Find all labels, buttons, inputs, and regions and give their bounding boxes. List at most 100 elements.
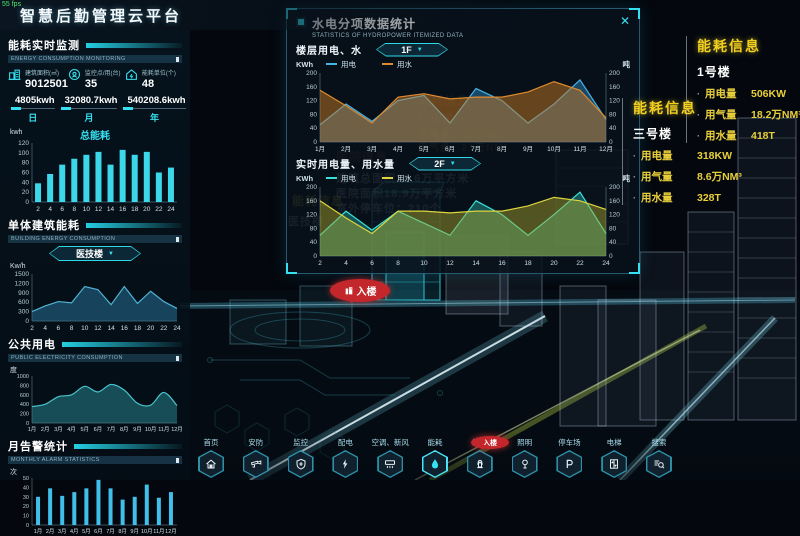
svg-text:40: 40 — [22, 179, 30, 186]
svg-text:8月: 8月 — [118, 528, 127, 535]
svg-text:7月: 7月 — [471, 145, 481, 153]
svg-text:2: 2 — [30, 325, 34, 332]
floor-select-dropdown-2[interactable]: 2F ▼ — [409, 157, 481, 171]
section-title-bar — [86, 222, 182, 228]
svg-text:12月: 12月 — [171, 426, 182, 433]
right-axis-unit: 吨 — [622, 173, 631, 183]
nav-item-fire[interactable]: 消防 — [458, 437, 502, 478]
svg-text:8: 8 — [396, 260, 400, 267]
svg-text:10月: 10月 — [145, 426, 157, 433]
svg-text:22: 22 — [155, 206, 163, 213]
section-subtitle: ENERGY CONSUMPTION MONITORING — [11, 56, 126, 62]
svg-text:200: 200 — [306, 70, 317, 77]
house-energy-icon — [126, 69, 137, 80]
building-name: 三号楼 — [633, 127, 673, 141]
svg-text:5月: 5月 — [82, 528, 91, 535]
svg-text:20: 20 — [22, 189, 30, 196]
svg-text:120: 120 — [609, 212, 620, 219]
dropdown-value: 医技楼 — [76, 249, 104, 259]
svg-text:400: 400 — [20, 402, 29, 408]
nav-item-lighting[interactable]: 照明 — [503, 437, 547, 478]
svg-text:50: 50 — [23, 476, 29, 482]
total-label: 月 — [84, 113, 94, 123]
divider — [123, 107, 186, 110]
nav-item-energy[interactable]: 能耗 — [413, 437, 457, 478]
nav-item-power-distribution[interactable]: 配电 — [323, 437, 367, 478]
chevron-down-icon: ▼ — [108, 250, 114, 257]
legend-swatch — [382, 177, 393, 179]
svg-text:120: 120 — [18, 140, 29, 147]
svg-text:10月: 10月 — [547, 145, 561, 153]
svg-text:80: 80 — [310, 111, 318, 118]
enter-building-badge[interactable]: 入楼 — [471, 436, 509, 453]
nav-item-security[interactable]: 安防 — [234, 437, 278, 478]
total-energy-bar-chart: 0 20 40 60 80 100 120 2 4 6 8 10 12 14 16 18 20 22 24 — [8, 139, 182, 213]
nav-item-search[interactable]: 搜索 — [637, 437, 681, 478]
svg-text:3月: 3月 — [54, 426, 63, 433]
svg-text:4: 4 — [344, 260, 348, 267]
svg-text:9月: 9月 — [130, 528, 139, 535]
svg-text:1月: 1月 — [28, 426, 37, 433]
building-select-dropdown[interactable]: 医技楼 ▼ — [49, 246, 141, 261]
svg-text:1月: 1月 — [315, 145, 325, 153]
shield-icon — [296, 458, 306, 470]
svg-text:10: 10 — [81, 325, 89, 332]
section-subtitle-bar: BUILDING ENERGY CONSUMPTION — [8, 235, 182, 243]
stat-building-area: 建筑面积(㎡) 9012501 — [8, 68, 68, 90]
divider — [60, 107, 118, 110]
section-title: 公共用电 — [8, 339, 56, 351]
nav-label: 安防 — [248, 438, 264, 447]
row-label: 用电量 — [641, 150, 673, 162]
chevron-down-icon: ▼ — [416, 46, 423, 53]
svg-text:160: 160 — [609, 198, 620, 205]
total-year: 540208.6kwh 年 — [120, 95, 188, 124]
panel-title: 能耗信息 — [697, 38, 761, 54]
section-subtitle: BUILDING ENERGY CONSUMPTION — [11, 236, 116, 242]
svg-text:4月: 4月 — [70, 528, 79, 535]
nav-item-elevator[interactable]: 电梯 — [592, 437, 636, 478]
svg-text:20: 20 — [147, 325, 155, 332]
street-light-icon — [521, 459, 528, 469]
nav-label: 照明 — [517, 438, 533, 447]
section-subtitle: MONTHLY ALARM STATISTICS — [11, 457, 100, 463]
nav-item-home[interactable]: 首页 — [189, 437, 233, 478]
info-row-electricity: · 用电量 318KW — [633, 148, 800, 163]
monitor-point-icon — [68, 68, 80, 81]
floor-select-dropdown-1[interactable]: 1F ▼ — [376, 43, 448, 57]
svg-text:18: 18 — [524, 260, 532, 267]
svg-text:2月: 2月 — [41, 426, 50, 433]
svg-text:9月: 9月 — [523, 145, 533, 153]
svg-text:11月: 11月 — [158, 426, 169, 433]
svg-text:60: 60 — [22, 170, 30, 177]
svg-text:0: 0 — [313, 139, 317, 146]
enter-building-button[interactable]: 入楼 — [330, 279, 390, 308]
section-subtitle-bar: PUBLIC ELECTRICITY CONSUMPTION — [8, 354, 182, 362]
svg-text:22: 22 — [160, 325, 168, 332]
chart-title-total-energy: 总能耗 — [80, 131, 110, 142]
nav-label: 停车场 — [558, 438, 581, 447]
row-label: 用气量 — [705, 109, 737, 121]
svg-text:12月: 12月 — [165, 528, 177, 535]
svg-text:160: 160 — [306, 84, 317, 91]
section-label: 实时用电量、用水量 — [296, 160, 395, 171]
nav-item-monitoring[interactable]: 监控 — [279, 437, 323, 478]
svg-text:14: 14 — [472, 260, 480, 267]
svg-text:7月: 7月 — [106, 528, 115, 535]
info-row-water: · 用水量 328T — [633, 190, 800, 205]
nav-item-hvac[interactable]: 空调、新风 — [368, 437, 412, 478]
chevron-down-icon: ▼ — [449, 160, 456, 167]
svg-text:14: 14 — [107, 325, 115, 332]
legend-label: 用水 — [397, 173, 412, 183]
nav-item-parking[interactable]: 停车场 — [547, 437, 591, 478]
svg-text:200: 200 — [609, 184, 620, 191]
svg-text:12: 12 — [446, 260, 454, 267]
dropdown-value: 2F — [434, 158, 445, 169]
svg-text:0: 0 — [25, 199, 29, 206]
cctv-camera-icon — [250, 460, 262, 468]
svg-text:20: 20 — [143, 206, 151, 213]
section-label: 楼层用电、水 — [296, 46, 362, 57]
building-icon — [345, 286, 352, 294]
bullet: · — [697, 88, 700, 99]
hydropower-statistics-modal: 水电分项数据统计 STATISTICS OF HYDROPOWER ITEMIZ… — [286, 8, 640, 274]
svg-text:12: 12 — [94, 325, 102, 332]
